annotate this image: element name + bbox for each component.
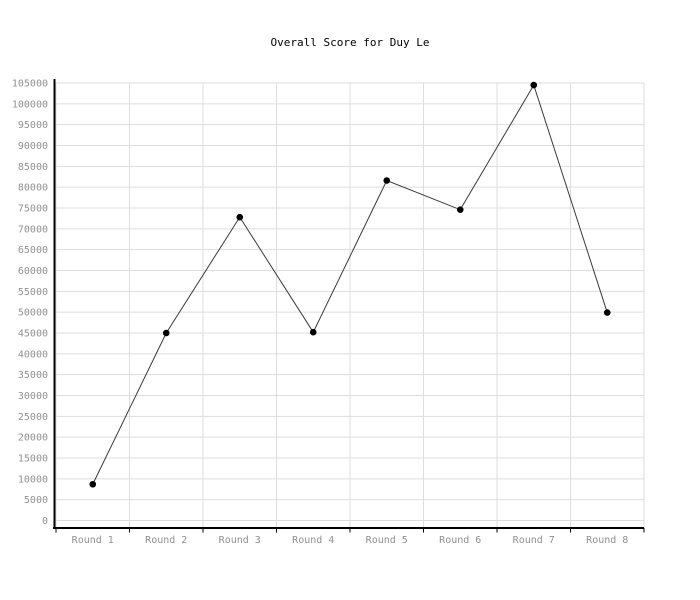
x-tick-label: Round 8 <box>586 535 628 546</box>
y-tick-label: 10000 <box>18 474 48 485</box>
data-point <box>162 329 170 337</box>
x-tick-label: Round 4 <box>292 535 334 546</box>
data-point <box>309 328 317 336</box>
data-point <box>530 81 538 89</box>
y-tick-label: 80000 <box>18 183 48 194</box>
y-tick-label: 50000 <box>18 308 48 319</box>
y-tick-label: 5000 <box>24 495 48 506</box>
y-tick-label: 100000 <box>12 99 48 110</box>
y-tick-label: 55000 <box>18 287 48 298</box>
x-tick-label: Round 2 <box>145 535 187 546</box>
x-tick-label: Round 6 <box>439 535 481 546</box>
y-tick-label: 45000 <box>18 329 48 340</box>
y-tick-label: 105000 <box>12 79 48 90</box>
y-tick-label: 35000 <box>18 370 48 381</box>
data-point <box>456 206 464 213</box>
y-tick-label: 40000 <box>18 349 48 360</box>
x-tick-label: Round 3 <box>219 535 261 546</box>
y-tick-label: 30000 <box>18 391 48 402</box>
y-tick-label: 75000 <box>18 204 48 215</box>
y-tick-label: 65000 <box>18 245 48 256</box>
data-point <box>89 480 97 488</box>
x-tick-label: Round 1 <box>72 535 114 546</box>
y-tick-label: 70000 <box>18 224 48 235</box>
y-tick-label: 15000 <box>18 454 48 465</box>
y-tick-label: 90000 <box>18 141 48 152</box>
x-tick-label: Round 7 <box>513 535 555 546</box>
data-point <box>383 177 391 184</box>
y-tick-label: 85000 <box>18 162 48 173</box>
y-tick-label: 95000 <box>18 120 48 131</box>
y-tick-label: 60000 <box>18 266 48 277</box>
x-tick-label: Round 5 <box>366 535 408 546</box>
data-point <box>236 213 244 221</box>
y-tick-label: 0 <box>42 516 48 527</box>
y-tick-label: 25000 <box>18 412 48 423</box>
chart-title: Overall Score for Duy Le <box>270 36 430 49</box>
data-point <box>603 309 611 316</box>
data-line <box>92 83 608 485</box>
y-tick-label: 20000 <box>18 433 48 444</box>
